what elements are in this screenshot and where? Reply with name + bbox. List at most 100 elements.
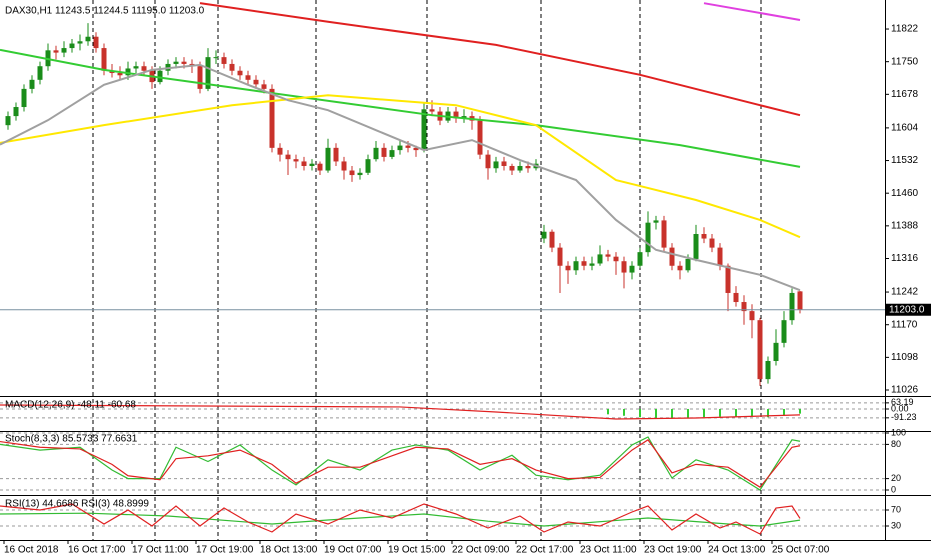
indicator-line <box>0 512 801 527</box>
candle-body <box>181 61 187 64</box>
indicator-line <box>199 2 801 117</box>
candle-body <box>77 41 83 44</box>
x-tick-label: 16 Oct 2018 <box>4 545 59 556</box>
candle-body <box>517 165 523 171</box>
candle-body <box>549 231 555 248</box>
candle-body <box>541 231 547 239</box>
y-tick-label: 11098 <box>891 352 919 363</box>
x-tick-label: 22 Oct 17:00 <box>516 545 574 556</box>
histogram-bar <box>607 408 609 415</box>
y-tick-label: -91.23 <box>891 412 917 422</box>
y-tick-label: 20 <box>891 473 901 483</box>
candle-body <box>197 66 203 89</box>
candle-body <box>245 75 251 80</box>
candle-body <box>341 161 347 171</box>
x-tick-label: 19 Oct 15:00 <box>388 545 446 556</box>
candle-body <box>221 57 227 64</box>
panel-title: RSI(13) 44.6686 RSI(3) 48.8999 <box>5 499 149 510</box>
panel-title: DAX30,H1 11243.5 11244.5 11195.0 11203.0 <box>5 6 205 17</box>
candle-body <box>357 172 363 176</box>
panel <box>0 402 885 420</box>
y-tick-label: 11750 <box>891 56 919 67</box>
candle-body <box>717 247 723 266</box>
y-tick-label: 11822 <box>891 24 919 35</box>
candle-body <box>413 147 419 151</box>
candle-body <box>365 159 371 173</box>
candle-body <box>61 48 67 53</box>
frame <box>0 0 931 541</box>
candle-body <box>477 120 483 155</box>
y-tick-label: 11242 <box>891 287 919 298</box>
candle-body <box>781 320 787 343</box>
candle-body <box>693 234 699 259</box>
histogram-bar <box>671 408 673 419</box>
candle-body <box>493 161 499 169</box>
candle-body <box>669 247 675 266</box>
candle-body <box>573 261 579 271</box>
panel-title: MACD(12,26,9) -48.11 -60.68 <box>5 400 136 411</box>
candle-body <box>53 50 59 53</box>
histogram-bar <box>639 408 641 418</box>
candle-body <box>597 254 603 264</box>
candle-body <box>285 154 291 160</box>
y-tick-label: 11678 <box>891 89 919 100</box>
histogram-bar <box>655 408 657 419</box>
candle-body <box>525 165 531 169</box>
y-tick-label: 11026 <box>891 385 919 396</box>
panel <box>0 503 885 535</box>
histogram-bar <box>783 408 785 416</box>
day-separators <box>92 0 762 540</box>
candle-body <box>293 159 299 162</box>
candle-body <box>485 154 491 169</box>
x-tick-label: 17 Oct 19:00 <box>196 545 254 556</box>
candle-body <box>333 147 339 162</box>
x-tick-label: 25 Oct 07:00 <box>772 545 830 556</box>
indicator-line <box>0 63 801 292</box>
x-tick-label: 24 Oct 13:00 <box>708 545 766 556</box>
candle-body <box>773 342 779 361</box>
y-tick-label: 11170 <box>891 319 918 330</box>
candle-body <box>685 258 691 271</box>
candle-body <box>5 116 11 126</box>
candle-body <box>317 163 323 171</box>
candle-body <box>349 170 355 176</box>
candle-body <box>581 261 587 266</box>
y-tick-label: 0 <box>891 484 896 494</box>
candle-body <box>325 147 331 171</box>
candle-body <box>205 57 211 89</box>
histogram-bar <box>735 408 737 417</box>
candle-body <box>453 111 459 119</box>
candle-body <box>629 265 635 273</box>
y-tick-label: 100 <box>891 427 906 437</box>
candle-body <box>229 63 235 71</box>
candle-body <box>173 61 179 64</box>
y-tick-label: 11388 <box>891 220 919 231</box>
candle-body <box>797 291 803 310</box>
x-tick-label: 18 Oct 13:00 <box>260 545 318 556</box>
y-tick-label: 11532 <box>891 155 919 166</box>
y-tick-label: 80 <box>891 439 901 449</box>
candle-body <box>93 36 99 49</box>
histogram-bar <box>703 408 705 418</box>
candle-body <box>301 161 307 166</box>
candle-body <box>253 79 259 85</box>
indicator-line <box>0 404 801 420</box>
candle-body <box>21 88 27 108</box>
indicator-line <box>0 94 801 239</box>
candle-body <box>637 252 643 266</box>
panel-title: Stoch(8,3,3) 85.5733 77.6631 <box>5 434 138 445</box>
candle-body <box>69 43 75 49</box>
indicator-line <box>0 503 801 535</box>
candle-body <box>37 66 43 80</box>
y-tick-label: 11316 <box>891 253 919 264</box>
candle-body <box>141 66 147 71</box>
price-label: 11203.0 <box>889 304 925 315</box>
candle-body <box>565 265 571 271</box>
candle-body <box>13 107 19 117</box>
candle-body <box>621 261 627 273</box>
candle-body <box>125 68 131 76</box>
candle-body <box>213 57 219 59</box>
candle-body <box>133 66 139 69</box>
candle-body <box>85 36 91 42</box>
candle-body <box>645 222 651 253</box>
